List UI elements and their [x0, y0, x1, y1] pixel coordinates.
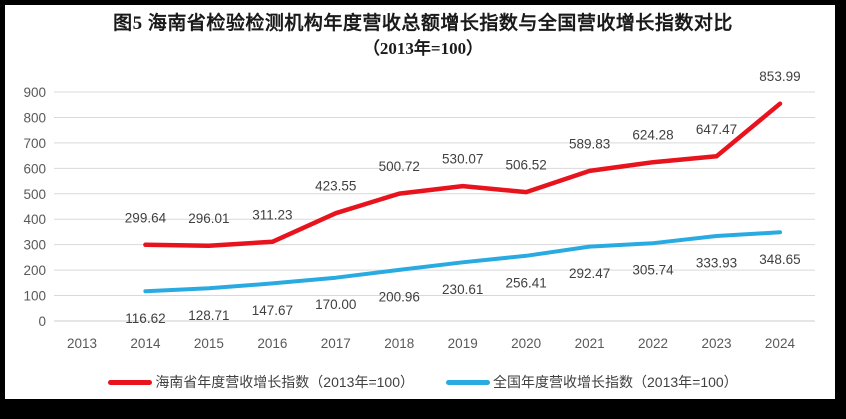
y-tick-label: 500: [23, 187, 46, 202]
x-tick-label: 2024: [765, 336, 796, 351]
data-label: 589.83: [569, 136, 610, 151]
y-tick-label: 200: [23, 263, 46, 278]
data-label: 128.71: [188, 308, 229, 323]
chart-title-line1: 图5 海南省检验检测机构年度营收总额增长指数与全国营收增长指数对比: [113, 13, 733, 34]
data-label: 423.55: [315, 179, 356, 194]
data-label: 348.65: [759, 252, 800, 267]
chart-title-line2: （2013年=100）: [362, 38, 484, 58]
x-tick-label: 2017: [321, 336, 351, 351]
data-label: 624.28: [632, 128, 673, 143]
x-tick-label: 2014: [130, 336, 161, 351]
legend-item-national: 全国年度营收增长指数（2013年=100）: [446, 372, 738, 392]
legend-label-national: 全国年度营收增长指数（2013年=100）: [493, 374, 738, 390]
x-tick-label: 2013: [67, 336, 97, 351]
legend-item-hainan: 海南省年度营收增长指数（2013年=100）: [108, 372, 414, 392]
data-label: 116.62: [125, 311, 165, 326]
data-label: 853.99: [759, 69, 800, 84]
data-label: 230.61: [442, 282, 483, 297]
y-tick-label: 600: [23, 161, 46, 176]
hainan-series-marker-icon: [108, 379, 153, 385]
national-series-line: [143, 230, 782, 294]
data-label: 200.96: [379, 289, 420, 304]
y-tick-label: 100: [23, 289, 46, 304]
hainan-series-line: [143, 101, 783, 248]
legend-label-hainan: 海南省年度营收增长指数（2013年=100）: [155, 374, 414, 390]
x-tick-label: 2022: [638, 336, 668, 351]
y-tick-label: 300: [23, 238, 46, 253]
y-tick-label: 400: [23, 212, 46, 227]
data-label: 292.47: [569, 266, 610, 281]
chart-canvas: [5, 5, 835, 399]
x-tick-label: 2016: [257, 336, 287, 351]
data-label: 311.23: [252, 207, 292, 222]
national-series-marker-icon: [446, 379, 490, 385]
data-label: 170.00: [315, 297, 356, 312]
y-tick-label: 900: [23, 85, 46, 100]
data-label: 256.41: [506, 275, 547, 290]
data-label: 500.72: [379, 159, 420, 174]
y-tick-label: 700: [23, 136, 46, 151]
data-label: 647.47: [696, 122, 737, 137]
data-label: 333.93: [696, 256, 737, 271]
x-tick-label: 2015: [194, 336, 224, 351]
x-tick-label: 2018: [384, 336, 414, 351]
data-label: 305.74: [632, 263, 674, 278]
data-label: 147.67: [252, 303, 293, 318]
data-label: 506.52: [506, 158, 547, 173]
x-tick-label: 2021: [575, 336, 605, 351]
x-tick-label: 2020: [511, 336, 541, 351]
x-tick-label: 2023: [701, 336, 731, 351]
x-tick-label: 2019: [448, 336, 478, 351]
y-tick-label: 800: [23, 110, 46, 125]
chart-legend: 海南省年度营收增长指数（2013年=100） 全国年度营收增长指数（2013年=…: [0, 372, 846, 392]
chart-title: 图5 海南省检验检测机构年度营收总额增长指数与全国营收增长指数对比 （2013年…: [0, 12, 846, 59]
data-label: 530.07: [442, 152, 483, 167]
data-label: 296.01: [188, 211, 229, 226]
data-label: 299.64: [125, 210, 167, 225]
y-tick-label: 0: [38, 314, 46, 329]
